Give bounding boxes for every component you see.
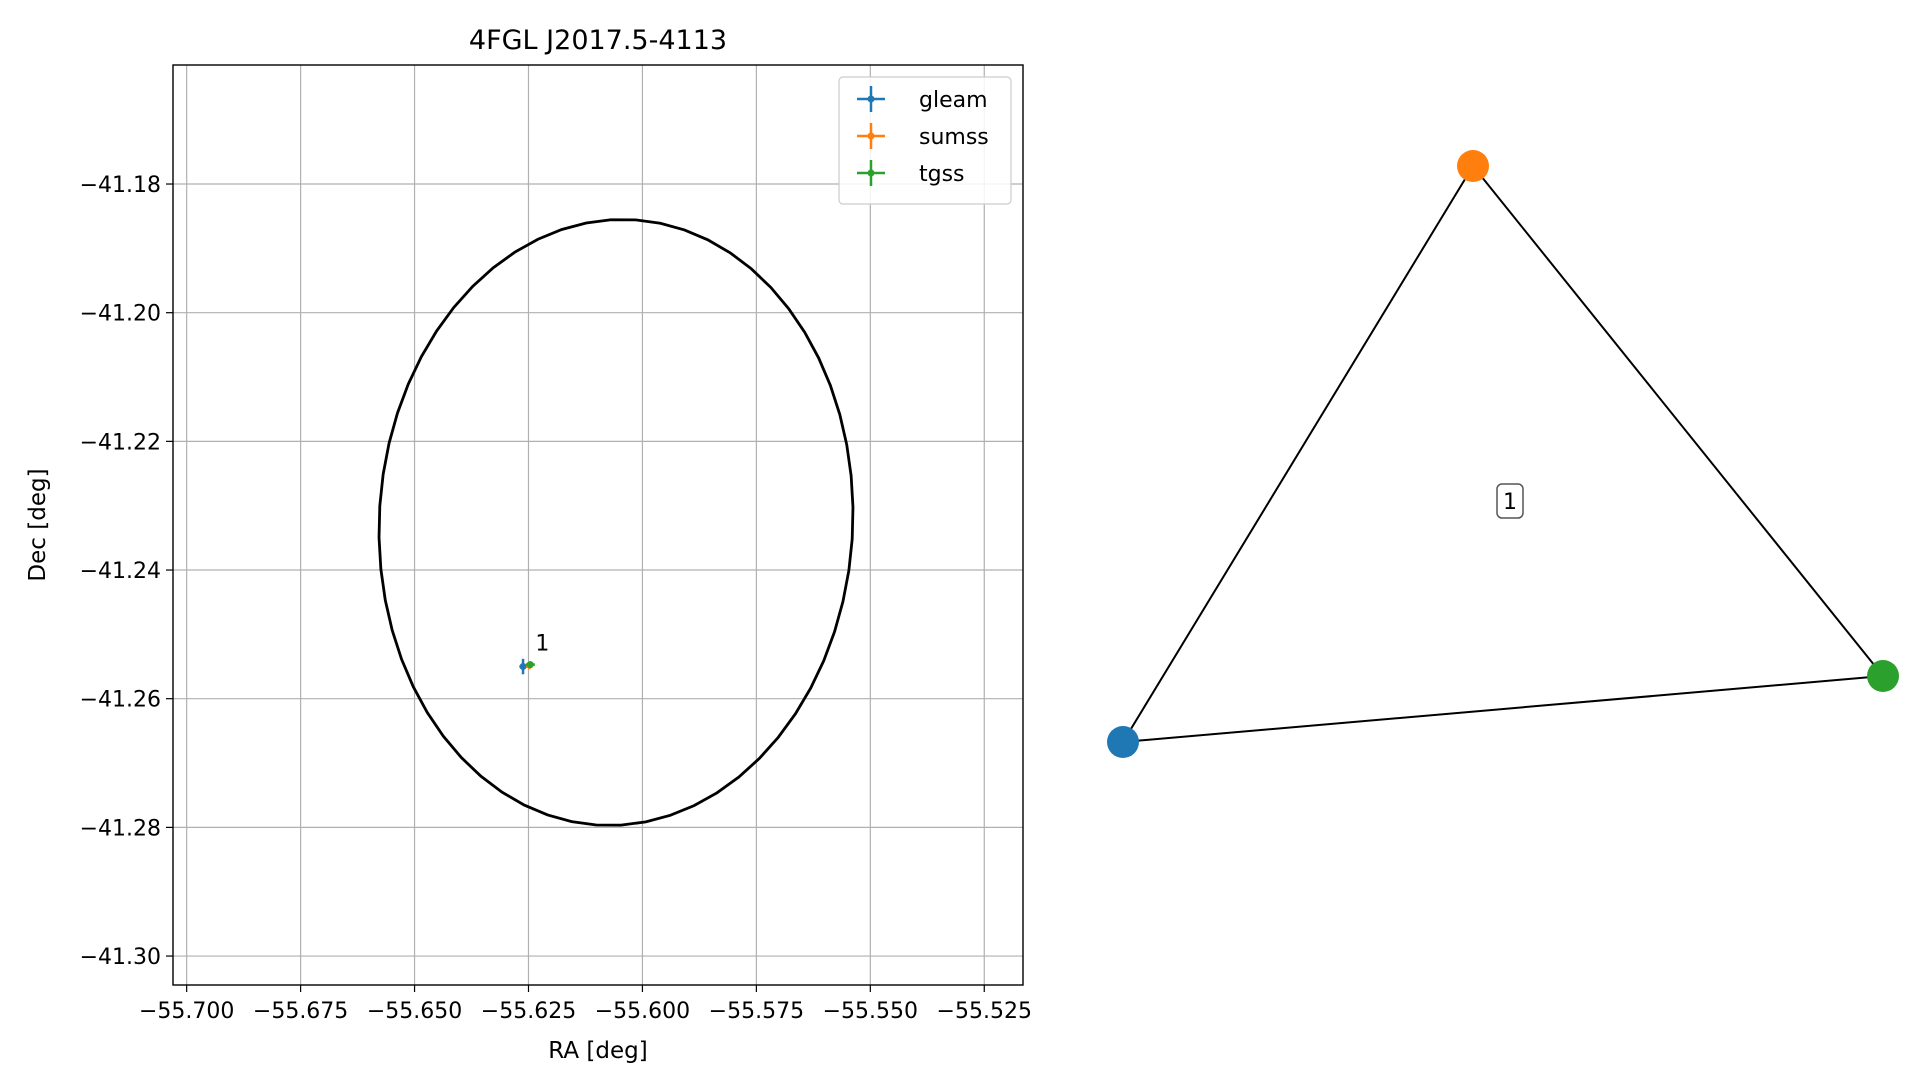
y-axis-label: Dec [deg] <box>25 468 51 581</box>
x-tick-label: −55.600 <box>595 999 690 1024</box>
legend-swatch-marker <box>867 132 875 140</box>
x-axis-label: RA [deg] <box>548 1038 647 1064</box>
data-point-gleam <box>519 658 527 675</box>
x-tick-label: −55.550 <box>823 999 918 1024</box>
data-point-tgss <box>525 661 535 669</box>
network-nodes <box>1107 150 1899 758</box>
point-marker <box>526 661 534 669</box>
network-node-gleam <box>1107 726 1139 758</box>
grid <box>173 65 1023 985</box>
y-tick-label: −41.30 <box>80 945 161 970</box>
legend: gleam sumss tgss <box>838 76 1012 205</box>
x-axis: −55.700 −55.675 −55.650 −55.625 −55.600 −55.5… <box>139 985 1032 1024</box>
chart-title: 4FGL J2017.5-4113 <box>469 25 727 56</box>
network-node-tgss <box>1867 660 1899 692</box>
axes-frame <box>172 64 1024 986</box>
legend-entry-gleam: gleam <box>857 86 988 113</box>
error-ellipse-layer <box>377 218 855 827</box>
network-edge <box>1122 675 1884 743</box>
point-annotation: 1 <box>535 631 549 656</box>
y-tick-label: −41.26 <box>80 688 161 713</box>
y-tick-label: −41.20 <box>80 302 161 327</box>
legend-swatch-marker <box>867 169 875 177</box>
data-points: 1 <box>519 631 549 675</box>
network-label: 1 <box>1503 490 1517 515</box>
error-ellipse <box>377 218 855 827</box>
network-node-sumss <box>1457 150 1489 182</box>
x-tick-label: −55.575 <box>709 999 804 1024</box>
sky-plot: 1 −55.700 −55.675 −55.650 −55.625 −55.600 −55… <box>25 25 1032 1064</box>
network-edge <box>1122 165 1474 743</box>
x-tick-label: −55.525 <box>937 999 1032 1024</box>
y-tick-label: −41.18 <box>80 173 161 198</box>
y-axis: −41.18 −41.20 −41.22 −41.24 −41.26 −41.28 −41.… <box>80 173 173 970</box>
point-marker <box>519 663 527 671</box>
legend-entry-sumss: sumss <box>857 123 989 150</box>
legend-label: gleam <box>919 88 988 113</box>
network-label-frame <box>1496 483 1524 519</box>
y-tick-label: −41.22 <box>80 430 161 455</box>
legend-swatch-marker <box>867 95 875 103</box>
legend-entry-tgss: tgss <box>857 160 965 187</box>
y-tick-label: −41.28 <box>80 816 161 841</box>
network-edge <box>1472 165 1884 677</box>
x-tick-label: −55.625 <box>481 999 576 1024</box>
network-label-box: 1 <box>1496 483 1524 519</box>
network-edges <box>1122 165 1884 743</box>
x-tick-label: −55.700 <box>139 999 234 1024</box>
x-tick-label: −55.675 <box>253 999 348 1024</box>
x-tick-label: −55.650 <box>367 999 462 1024</box>
network-graph: 1 <box>1107 150 1899 758</box>
legend-label: sumss <box>919 125 989 150</box>
legend-label: tgss <box>919 162 965 187</box>
y-tick-label: −41.24 <box>80 559 161 584</box>
